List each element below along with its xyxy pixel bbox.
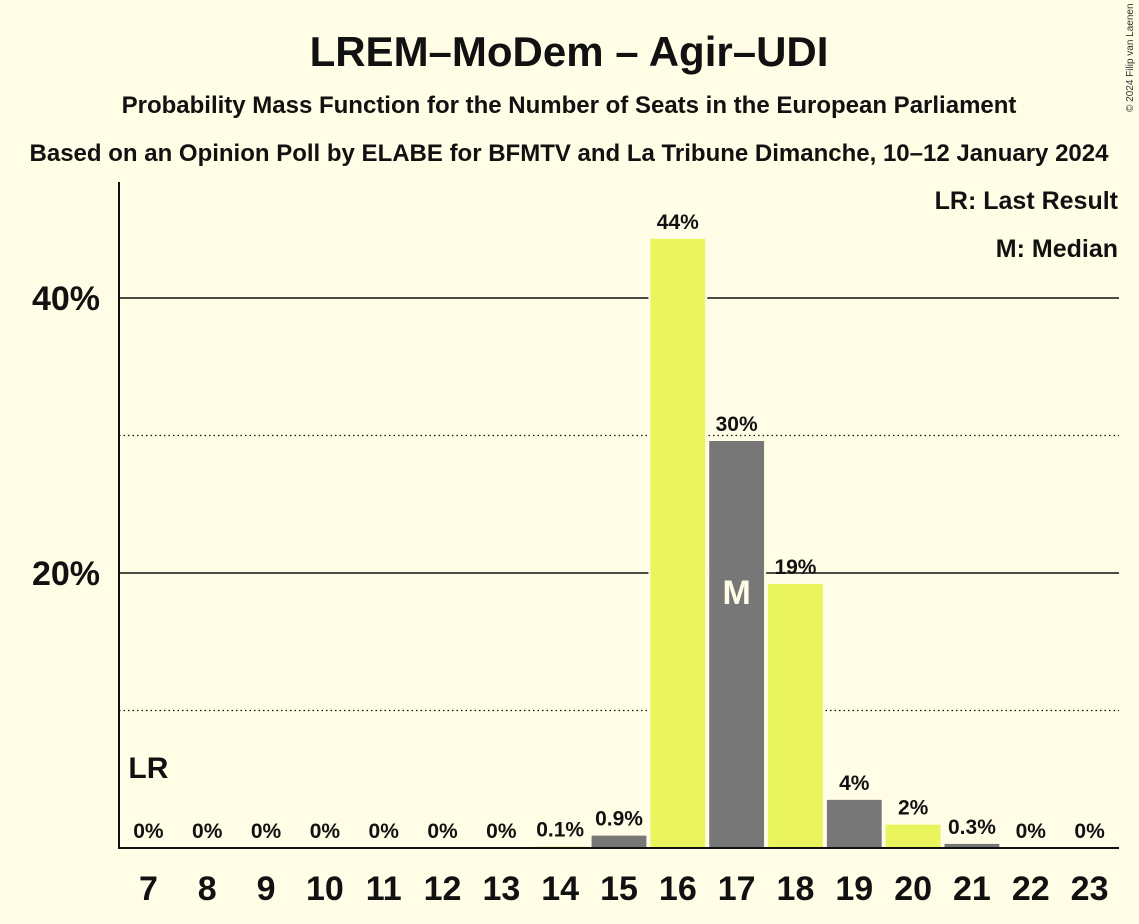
x-tick-seat-8: 8	[198, 870, 217, 908]
data-label-seat-9: 0%	[251, 820, 282, 843]
x-tick-seat-12: 12	[424, 870, 462, 908]
data-label-seat-11: 0%	[369, 820, 400, 843]
grid-lines	[119, 297, 1119, 712]
y-tick-label: 20%	[32, 555, 100, 593]
x-tick-seat-19: 19	[835, 870, 873, 908]
data-label-seat-14: 0.1%	[536, 819, 584, 842]
x-tick-seat-14: 14	[541, 870, 579, 908]
x-tick-seat-21: 21	[953, 870, 991, 908]
data-label-seat-19: 4%	[839, 772, 870, 795]
x-tick-seat-11: 11	[366, 870, 402, 908]
data-label-seat-13: 0%	[486, 820, 517, 843]
data-labels: 0% LR 0% 0% 0% 0% 0% 0% 0.1% 0.9% 44% 30% M 19% 4% 2% 0.…	[128, 211, 1105, 843]
bar-seat-16	[650, 238, 706, 848]
x-tick-seat-18: 18	[777, 870, 815, 908]
data-label-seat-15: 0.9%	[595, 808, 643, 831]
x-tick-seat-9: 9	[257, 870, 276, 908]
x-tick-seat-13: 13	[482, 870, 520, 908]
bar-seat-18	[768, 584, 823, 848]
y-tick-labels: 20% 40%	[32, 280, 100, 593]
data-label-seat-12: 0%	[427, 820, 458, 843]
x-tick-seat-10: 10	[306, 870, 344, 908]
data-label-seat-20: 2%	[898, 797, 929, 820]
copyright-notice: © 2024 Filip van Laenen	[1125, 3, 1136, 112]
x-tick-seat-7: 7	[139, 870, 158, 908]
x-tick-seat-15: 15	[600, 870, 638, 908]
bar-halo	[530, 844, 590, 848]
chart-title: LREM–MoDem – Agir–UDI	[310, 28, 829, 75]
x-tick-seat-20: 20	[894, 870, 932, 908]
data-label-seat-21: 0.3%	[948, 816, 996, 839]
data-label-seat-22: 0%	[1016, 820, 1047, 843]
x-tick-seat-17: 17	[718, 870, 756, 908]
x-tick-labels: 7 8 9 10 11 12 13 14 15 16 17 18 19 20 21 22 23	[139, 870, 1109, 908]
bar-seat-15	[591, 835, 647, 848]
data-label-seat-16: 44%	[657, 211, 699, 234]
legend-median: M: Median	[996, 235, 1118, 263]
bar-seat-21	[944, 843, 1000, 848]
bars	[530, 236, 1002, 848]
legend-last-result: LR: Last Result	[935, 187, 1119, 215]
x-tick-seat-22: 22	[1012, 870, 1050, 908]
x-tick-seat-23: 23	[1071, 870, 1109, 908]
x-tick-seat-16: 16	[659, 870, 697, 908]
y-tick-label: 40%	[32, 280, 100, 318]
bar-seat-17	[709, 441, 765, 848]
bar-seat-20	[885, 824, 941, 848]
data-label-seat-17: 30%	[716, 413, 758, 436]
bar-seat-19	[826, 799, 882, 848]
chart-subtitle-1: Probability Mass Function for the Number…	[122, 92, 1017, 119]
data-label-seat-18: 19%	[774, 556, 816, 579]
median-marker: M	[722, 574, 750, 612]
chart-subtitle-2: Based on an Opinion Poll by ELABE for BF…	[30, 140, 1110, 167]
last-result-marker: LR	[128, 752, 168, 785]
data-label-seat-10: 0%	[310, 820, 341, 843]
data-label-seat-23: 0%	[1074, 820, 1105, 843]
data-label-seat-8: 0%	[192, 820, 223, 843]
data-label-seat-7: 0%	[133, 820, 164, 843]
